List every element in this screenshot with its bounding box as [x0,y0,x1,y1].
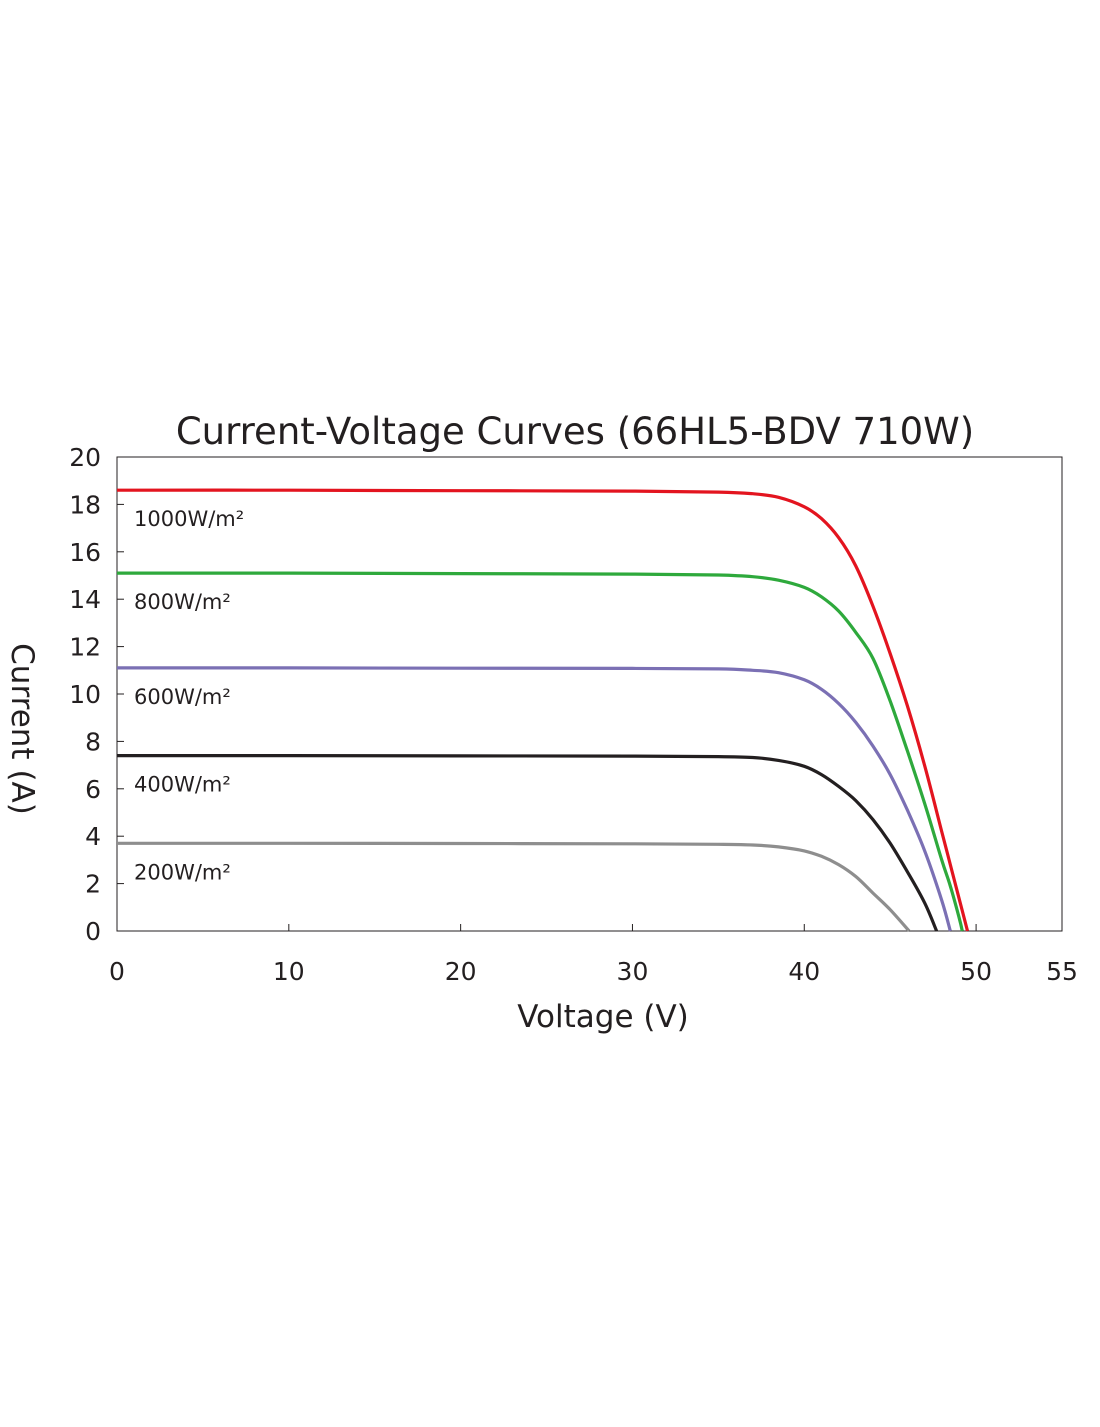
series-line-4 [117,841,911,933]
x-axis-label: Voltage (V) [517,999,689,1035]
plot-frame [116,456,1063,932]
x-tick-label: 50 [960,957,992,986]
y-tick-label: 4 [85,822,101,851]
y-tick-label: 8 [85,727,101,756]
series-label-3: 400W/m² [134,773,231,797]
plot-area: 0 10 20 30 40 50 55 0 2 4 6 8 10 12 14 16 18 20 1000W/m² 80… [69,443,1078,986]
x-tick-label: 10 [273,957,305,986]
y-tick-label: 10 [69,680,101,709]
series-line-2 [116,666,952,932]
series-label-4: 200W/m² [134,860,231,884]
x-tick-label: 40 [788,957,820,986]
series-line-1 [117,571,964,932]
series-label-0: 1000W/m² [134,507,244,531]
x-tick-label: 55 [1046,957,1078,986]
series-label-1: 800W/m² [134,590,231,614]
x-tick-label: 0 [109,957,125,986]
chart-title: Current-Voltage Curves (66HL5-BDV 710W) [176,410,974,453]
series-line-3 [117,753,939,932]
y-tick-label: 12 [69,633,101,662]
y-tick-label: 18 [69,490,101,519]
y-tick-label: 6 [85,775,101,804]
y-tick-label: 16 [69,538,101,567]
y-tick-label: 0 [85,917,101,946]
y-tick-label: 20 [69,443,101,472]
series-label-2: 600W/m² [134,685,231,709]
x-tick-label: 20 [445,957,477,986]
y-tick-label: 14 [69,585,101,614]
x-tick-label: 30 [617,957,649,986]
series-line-0 [116,488,970,932]
y-tick-label: 2 [85,870,101,899]
y-axis-label: Current (A) [4,643,40,815]
